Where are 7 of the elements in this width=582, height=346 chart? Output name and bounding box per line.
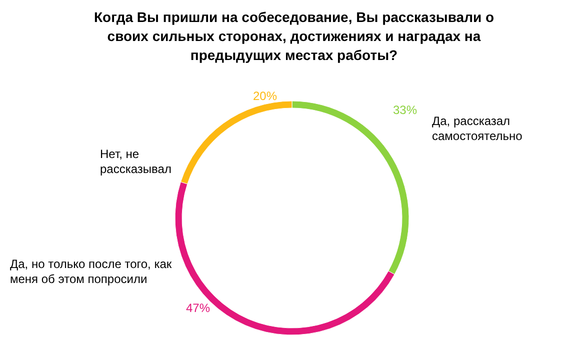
data-label: 33% (392, 103, 418, 117)
data-label: 20% (252, 89, 278, 103)
slice-label: Нет, не рассказывал (100, 147, 172, 176)
slice-label: Да, но только после того, как меня об этом попросили (10, 257, 172, 286)
data-label: 47% (186, 301, 210, 315)
chart-title: Когда Вы пришли на собеседование, Вы рассказывали о своих сильных сторонах, достижениях и наградах на предыдущих местах работы? (94, 9, 494, 63)
slice-label: Да, рассказал самостоятельно (432, 114, 523, 143)
